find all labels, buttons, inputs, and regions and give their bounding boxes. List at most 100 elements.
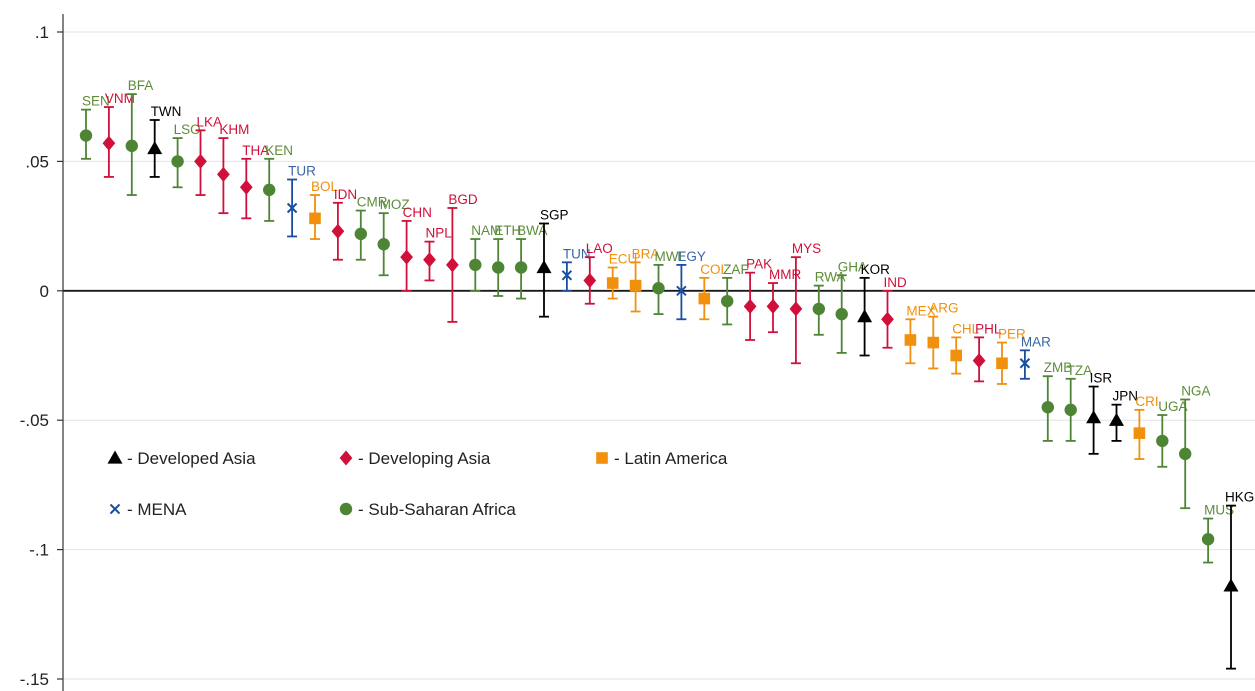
marker-circle [469,258,482,272]
marker-circle [1156,434,1169,448]
point-label: BFA [128,78,154,93]
point-moz: MOZ [377,197,410,277]
point-bra: BRA [629,246,660,313]
point-label: RWA [815,270,846,285]
point-label: LAO [586,241,613,256]
marker-circle [1041,401,1055,414]
legend-marker-diamond [339,450,353,466]
marker-diamond [400,249,413,265]
point-label: SEN [82,94,110,109]
point-mwi: MWI [652,249,683,315]
point-egy: EGY [676,249,706,321]
point-label: CHN [403,205,432,220]
marker-circle [652,282,665,295]
legend-marker-triangle [107,450,123,464]
marker-triangle [1086,410,1102,424]
marker-circle [1201,533,1215,546]
point-npl: NPL [423,226,452,282]
marker-square [606,277,619,289]
y-tick-label: .1 [35,23,49,42]
point-sen: SEN [79,94,110,160]
legend-label: - Sub-Saharan Africa [358,500,516,519]
point-label: MAR [1021,334,1051,349]
point-isr: ISR [1086,371,1113,455]
point-bfa: BFA [125,78,154,196]
marker-circle [377,238,390,251]
legend-item-dev_asia: - Developed Asia [107,449,256,468]
point-mys: MYS [789,241,821,365]
point-label: UGA [1158,399,1187,414]
marker-circle [263,183,276,197]
point-cri: CRI [1133,394,1159,460]
point-ind: IND [881,275,908,349]
point-cmr: CMR [354,195,388,261]
point-label: CHL [952,321,979,336]
legend-item-mena: - MENA [109,500,187,519]
legend-label: - Developed Asia [127,449,256,468]
marker-circle [812,302,825,316]
marker-circle [125,139,138,153]
point-label: HKG [1225,490,1254,505]
marker-diamond [102,135,116,151]
marker-triangle [1109,412,1124,426]
marker-circle [514,261,528,274]
point-col: COL [698,262,729,321]
point-bwa: BWA [514,223,547,300]
point-label: MWI [655,249,683,264]
marker-diamond [881,311,894,327]
point-label: IDN [334,187,357,202]
point-rwa: RWA [812,270,846,336]
marker-diamond [972,353,986,369]
marker-circle [354,227,367,241]
marker-circle [79,129,93,142]
point-label: ECU [609,252,638,267]
legend-marker-square [596,452,608,464]
point-label: THA [242,143,269,158]
point-label: MEX [906,303,935,318]
point-label: KEN [265,143,293,158]
point-mus: MUS [1201,503,1234,564]
point-label: ISR [1090,371,1113,386]
point-label: IND [884,275,908,290]
marker-square [996,357,1008,370]
legend: - Developed Asia - Developing Asia - Latin… [107,449,728,519]
point-chl: CHL [950,321,980,375]
point-twn: TWN [147,104,181,178]
point-khm: KHM [217,122,249,215]
point-label: BRA [632,246,660,261]
point-mar: MAR [1019,334,1051,380]
marker-circle [1064,403,1077,417]
marker-square [1133,427,1146,439]
point-label: ZAF [723,262,749,277]
marker-diamond [239,179,253,195]
marker-circle [1179,447,1192,461]
point-label: CMR [357,195,388,210]
point-bgd: BGD [446,192,478,323]
point-mex: MEX [904,303,936,365]
marker-diamond [217,166,230,182]
point-kor: KOR [857,262,890,357]
point-label: BGD [448,192,478,207]
marker-square [927,336,940,349]
marker-diamond [331,223,345,239]
point-pak: PAK [743,257,772,341]
legend-label: - MENA [127,500,187,519]
point-label: LSO [174,122,201,137]
marker-square [309,212,321,225]
marker-diamond [766,298,780,314]
point-uga: UGA [1156,399,1188,468]
legend-marker-circle [339,502,353,516]
point-label: COL [700,262,728,277]
point-label: EGY [677,249,706,264]
point-arg: ARG [927,301,959,370]
marker-x [676,285,687,297]
point-label: NAM [471,223,501,238]
point-label: PAK [746,257,772,272]
point-label: ZMB [1044,360,1073,375]
marker-square [950,349,962,362]
y-tick-label: -.05 [20,411,49,430]
marker-circle [721,294,734,308]
y-tick-label: .05 [25,152,49,171]
point-lao: LAO [583,241,613,305]
